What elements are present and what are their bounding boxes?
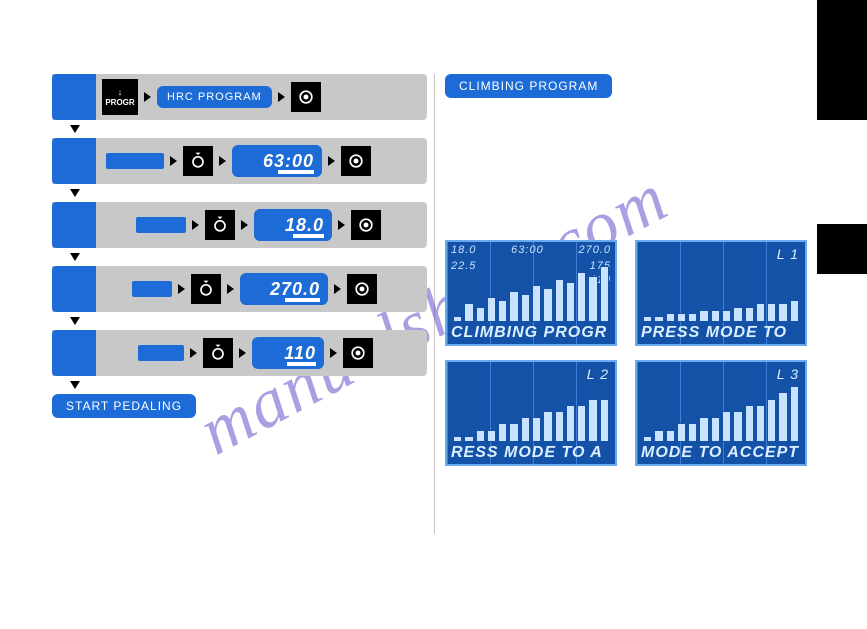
start-pedaling-pill: START PEDALING <box>52 394 196 418</box>
lcd-value-3: 270.0 <box>240 273 328 305</box>
progr-button[interactable]: ↓ PROGR <box>102 79 138 115</box>
lcd-value-4: 110 <box>252 337 324 369</box>
flow-arrow-icon <box>144 92 151 102</box>
inline-bar <box>132 281 172 297</box>
flow-arrow-icon <box>330 348 337 358</box>
adjust-button[interactable] <box>203 338 233 368</box>
flow-arrow-icon <box>219 156 226 166</box>
flow-down-arrow-icon <box>70 125 80 133</box>
flow-down-arrow-icon <box>70 381 80 389</box>
screen-l2: L 2 RESS MODE TO A <box>445 360 617 466</box>
enter-icon <box>346 151 366 171</box>
screen-row-1: 18.0 63:00 270.0 22.5 175 110 CLIMBING P… <box>445 240 825 346</box>
adjust-button[interactable] <box>205 210 235 240</box>
step-row-4: 270.0 <box>52 266 427 312</box>
enter-button[interactable] <box>343 338 373 368</box>
enter-button[interactable] <box>351 210 381 240</box>
enter-button[interactable] <box>341 146 371 176</box>
rotate-icon <box>188 151 208 171</box>
step-marker <box>52 330 96 376</box>
flow-arrow-icon <box>334 284 341 294</box>
rotate-icon <box>196 279 216 299</box>
step-row-3: 18.0 <box>52 202 427 248</box>
flow-arrow-icon <box>239 348 246 358</box>
flow-arrow-icon <box>227 284 234 294</box>
down-arrow-icon: ↓ <box>118 88 123 97</box>
flow-arrow-icon <box>338 220 345 230</box>
progr-label: PROGR <box>105 98 134 107</box>
climbing-program-pill: CLIMBING PROGRAM <box>445 74 612 98</box>
flow-down-arrow-icon <box>70 317 80 325</box>
hrc-program-pill: HRC PROGRAM <box>157 86 272 108</box>
inline-bar <box>138 345 184 361</box>
inline-bar <box>106 153 164 169</box>
step-marker <box>52 138 96 184</box>
lcd-time: 63:00 <box>232 145 322 177</box>
inline-bar <box>136 217 186 233</box>
rotate-icon <box>210 215 230 235</box>
step-row-1: ↓ PROGR HRC PROGRAM <box>52 74 427 120</box>
left-column: ↓ PROGR HRC PROGRAM 63:00 <box>52 74 427 418</box>
adjust-button[interactable] <box>191 274 221 304</box>
flow-arrow-icon <box>328 156 335 166</box>
step-row-5: 110 <box>52 330 427 376</box>
enter-icon <box>348 343 368 363</box>
step-marker <box>52 74 96 120</box>
enter-icon <box>296 87 316 107</box>
adjust-button[interactable] <box>183 146 213 176</box>
step-row-2: 63:00 <box>52 138 427 184</box>
screen-climbing: 18.0 63:00 270.0 22.5 175 110 CLIMBING P… <box>445 240 617 346</box>
screen-l1: L 1 PRESS MODE TO <box>635 240 807 346</box>
enter-icon <box>352 279 372 299</box>
step-marker <box>52 202 96 248</box>
flow-down-arrow-icon <box>70 253 80 261</box>
flow-arrow-icon <box>241 220 248 230</box>
enter-icon <box>356 215 376 235</box>
lcd-value-2: 18.0 <box>254 209 332 241</box>
enter-button[interactable] <box>347 274 377 304</box>
column-divider <box>434 74 435 534</box>
flow-down-arrow-icon <box>70 189 80 197</box>
screen-row-2: L 2 RESS MODE TO A L 3 MODE TO ACCEPT <box>445 360 825 466</box>
rotate-icon <box>208 343 228 363</box>
flow-arrow-icon <box>190 348 197 358</box>
flow-arrow-icon <box>178 284 185 294</box>
screen-l3: L 3 MODE TO ACCEPT <box>635 360 807 466</box>
flow-arrow-icon <box>192 220 199 230</box>
flow-arrow-icon <box>278 92 285 102</box>
right-column: CLIMBING PROGRAM 18.0 63:00 270.0 22.5 1… <box>445 60 825 466</box>
flow-arrow-icon <box>170 156 177 166</box>
enter-button[interactable] <box>291 82 321 112</box>
step-marker <box>52 266 96 312</box>
